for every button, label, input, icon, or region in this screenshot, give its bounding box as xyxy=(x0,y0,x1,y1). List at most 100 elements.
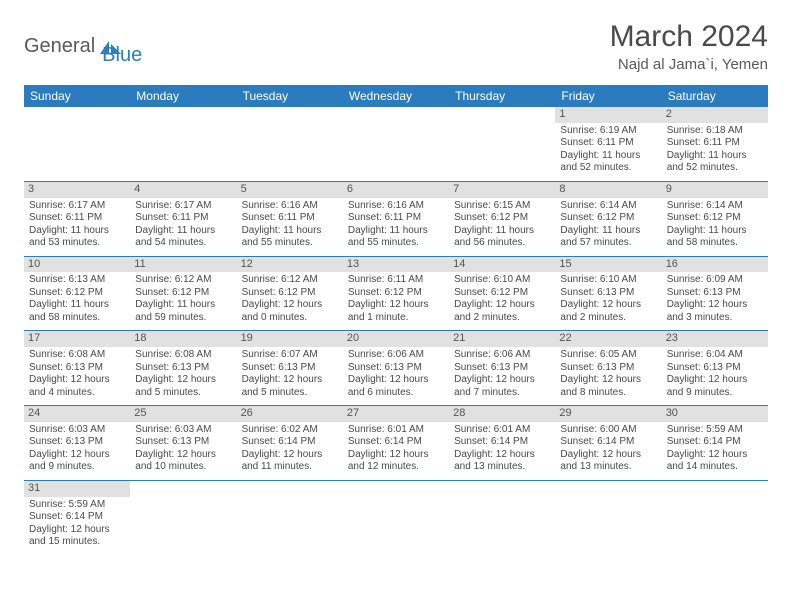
logo-text-blue: Blue xyxy=(102,44,142,67)
calendar-cell-empty xyxy=(130,480,236,554)
calendar-row: 3Sunrise: 6:17 AMSunset: 6:11 PMDaylight… xyxy=(24,181,768,256)
day-number: 2 xyxy=(662,107,768,123)
sunset-text: Sunset: 6:13 PM xyxy=(135,362,231,375)
sunset-text: Sunset: 6:11 PM xyxy=(348,212,444,225)
daylight-text: and 2 minutes. xyxy=(454,312,550,325)
day-number: 20 xyxy=(343,331,449,347)
daylight-text: and 13 minutes. xyxy=(454,461,550,474)
sunrise-text: Sunrise: 6:01 AM xyxy=(454,424,550,437)
logo: General Blue xyxy=(24,26,142,67)
calendar-cell: 12Sunrise: 6:12 AMSunset: 6:12 PMDayligh… xyxy=(237,256,343,331)
day-number: 8 xyxy=(555,182,661,198)
sunrise-text: Sunrise: 6:09 AM xyxy=(667,274,763,287)
calendar-cell-empty xyxy=(24,107,130,181)
sunset-text: Sunset: 6:13 PM xyxy=(560,287,656,300)
day-number: 12 xyxy=(237,257,343,273)
calendar-cell: 13Sunrise: 6:11 AMSunset: 6:12 PMDayligh… xyxy=(343,256,449,331)
day-number: 24 xyxy=(24,406,130,422)
sunset-text: Sunset: 6:12 PM xyxy=(667,212,763,225)
day-number: 27 xyxy=(343,406,449,422)
sunset-text: Sunset: 6:14 PM xyxy=(242,436,338,449)
daylight-text: Daylight: 12 hours xyxy=(667,374,763,387)
daylight-text: and 55 minutes. xyxy=(242,237,338,250)
daylight-text: Daylight: 12 hours xyxy=(29,524,125,537)
daylight-text: Daylight: 11 hours xyxy=(242,225,338,238)
weekday-header: Saturday xyxy=(662,85,768,107)
daylight-text: and 53 minutes. xyxy=(29,237,125,250)
calendar-cell: 2Sunrise: 6:18 AMSunset: 6:11 PMDaylight… xyxy=(662,107,768,181)
daylight-text: and 3 minutes. xyxy=(667,312,763,325)
calendar-cell: 18Sunrise: 6:08 AMSunset: 6:13 PMDayligh… xyxy=(130,331,236,406)
daylight-text: Daylight: 12 hours xyxy=(348,449,444,462)
sunset-text: Sunset: 6:13 PM xyxy=(29,436,125,449)
day-number: 25 xyxy=(130,406,236,422)
weekday-header: Monday xyxy=(130,85,236,107)
daylight-text: and 9 minutes. xyxy=(667,387,763,400)
sunset-text: Sunset: 6:11 PM xyxy=(29,212,125,225)
day-number: 21 xyxy=(449,331,555,347)
day-number: 18 xyxy=(130,331,236,347)
daylight-text: and 52 minutes. xyxy=(667,162,763,175)
title-block: March 2024 Najd al Jama`i, Yemen xyxy=(610,20,768,73)
sunrise-text: Sunrise: 6:04 AM xyxy=(667,349,763,362)
day-number: 19 xyxy=(237,331,343,347)
sunrise-text: Sunrise: 6:16 AM xyxy=(348,200,444,213)
day-number: 26 xyxy=(237,406,343,422)
daylight-text: Daylight: 11 hours xyxy=(454,225,550,238)
sunrise-text: Sunrise: 6:12 AM xyxy=(242,274,338,287)
sunrise-text: Sunrise: 6:08 AM xyxy=(135,349,231,362)
calendar-cell: 3Sunrise: 6:17 AMSunset: 6:11 PMDaylight… xyxy=(24,181,130,256)
day-number: 16 xyxy=(662,257,768,273)
weekday-header: Friday xyxy=(555,85,661,107)
sunrise-text: Sunrise: 6:08 AM xyxy=(29,349,125,362)
sunrise-text: Sunrise: 6:16 AM xyxy=(242,200,338,213)
daylight-text: Daylight: 12 hours xyxy=(454,374,550,387)
calendar-cell: 11Sunrise: 6:12 AMSunset: 6:12 PMDayligh… xyxy=(130,256,236,331)
calendar-cell-empty xyxy=(237,107,343,181)
day-number: 3 xyxy=(24,182,130,198)
sunset-text: Sunset: 6:11 PM xyxy=(667,137,763,150)
sunrise-text: Sunrise: 6:05 AM xyxy=(560,349,656,362)
daylight-text: Daylight: 11 hours xyxy=(667,150,763,163)
sunrise-text: Sunrise: 6:10 AM xyxy=(560,274,656,287)
logo-text-general: General xyxy=(24,35,95,58)
weekday-header: Thursday xyxy=(449,85,555,107)
calendar-cell: 28Sunrise: 6:01 AMSunset: 6:14 PMDayligh… xyxy=(449,406,555,481)
sunrise-text: Sunrise: 6:11 AM xyxy=(348,274,444,287)
sunset-text: Sunset: 6:13 PM xyxy=(454,362,550,375)
weekday-header-row: SundayMondayTuesdayWednesdayThursdayFrid… xyxy=(24,85,768,107)
day-number: 15 xyxy=(555,257,661,273)
daylight-text: and 56 minutes. xyxy=(454,237,550,250)
sunrise-text: Sunrise: 6:14 AM xyxy=(667,200,763,213)
sunset-text: Sunset: 6:11 PM xyxy=(242,212,338,225)
sunrise-text: Sunrise: 5:59 AM xyxy=(667,424,763,437)
sunrise-text: Sunrise: 6:03 AM xyxy=(135,424,231,437)
sunrise-text: Sunrise: 6:19 AM xyxy=(560,125,656,138)
day-number: 14 xyxy=(449,257,555,273)
calendar-cell: 9Sunrise: 6:14 AMSunset: 6:12 PMDaylight… xyxy=(662,181,768,256)
calendar-cell: 25Sunrise: 6:03 AMSunset: 6:13 PMDayligh… xyxy=(130,406,236,481)
sunset-text: Sunset: 6:14 PM xyxy=(667,436,763,449)
calendar-cell: 16Sunrise: 6:09 AMSunset: 6:13 PMDayligh… xyxy=(662,256,768,331)
daylight-text: and 59 minutes. xyxy=(135,312,231,325)
daylight-text: and 57 minutes. xyxy=(560,237,656,250)
sunrise-text: Sunrise: 6:12 AM xyxy=(135,274,231,287)
daylight-text: Daylight: 12 hours xyxy=(135,449,231,462)
daylight-text: and 2 minutes. xyxy=(560,312,656,325)
calendar-row: 24Sunrise: 6:03 AMSunset: 6:13 PMDayligh… xyxy=(24,406,768,481)
calendar-cell: 14Sunrise: 6:10 AMSunset: 6:12 PMDayligh… xyxy=(449,256,555,331)
daylight-text: and 55 minutes. xyxy=(348,237,444,250)
calendar-cell: 20Sunrise: 6:06 AMSunset: 6:13 PMDayligh… xyxy=(343,331,449,406)
calendar-cell: 30Sunrise: 5:59 AMSunset: 6:14 PMDayligh… xyxy=(662,406,768,481)
daylight-text: Daylight: 12 hours xyxy=(29,449,125,462)
daylight-text: and 58 minutes. xyxy=(667,237,763,250)
daylight-text: Daylight: 11 hours xyxy=(560,225,656,238)
daylight-text: and 54 minutes. xyxy=(135,237,231,250)
daylight-text: Daylight: 12 hours xyxy=(242,299,338,312)
day-number: 28 xyxy=(449,406,555,422)
sunrise-text: Sunrise: 6:17 AM xyxy=(29,200,125,213)
sunrise-text: Sunrise: 6:06 AM xyxy=(348,349,444,362)
daylight-text: Daylight: 12 hours xyxy=(454,299,550,312)
daylight-text: and 9 minutes. xyxy=(29,461,125,474)
daylight-text: and 10 minutes. xyxy=(135,461,231,474)
